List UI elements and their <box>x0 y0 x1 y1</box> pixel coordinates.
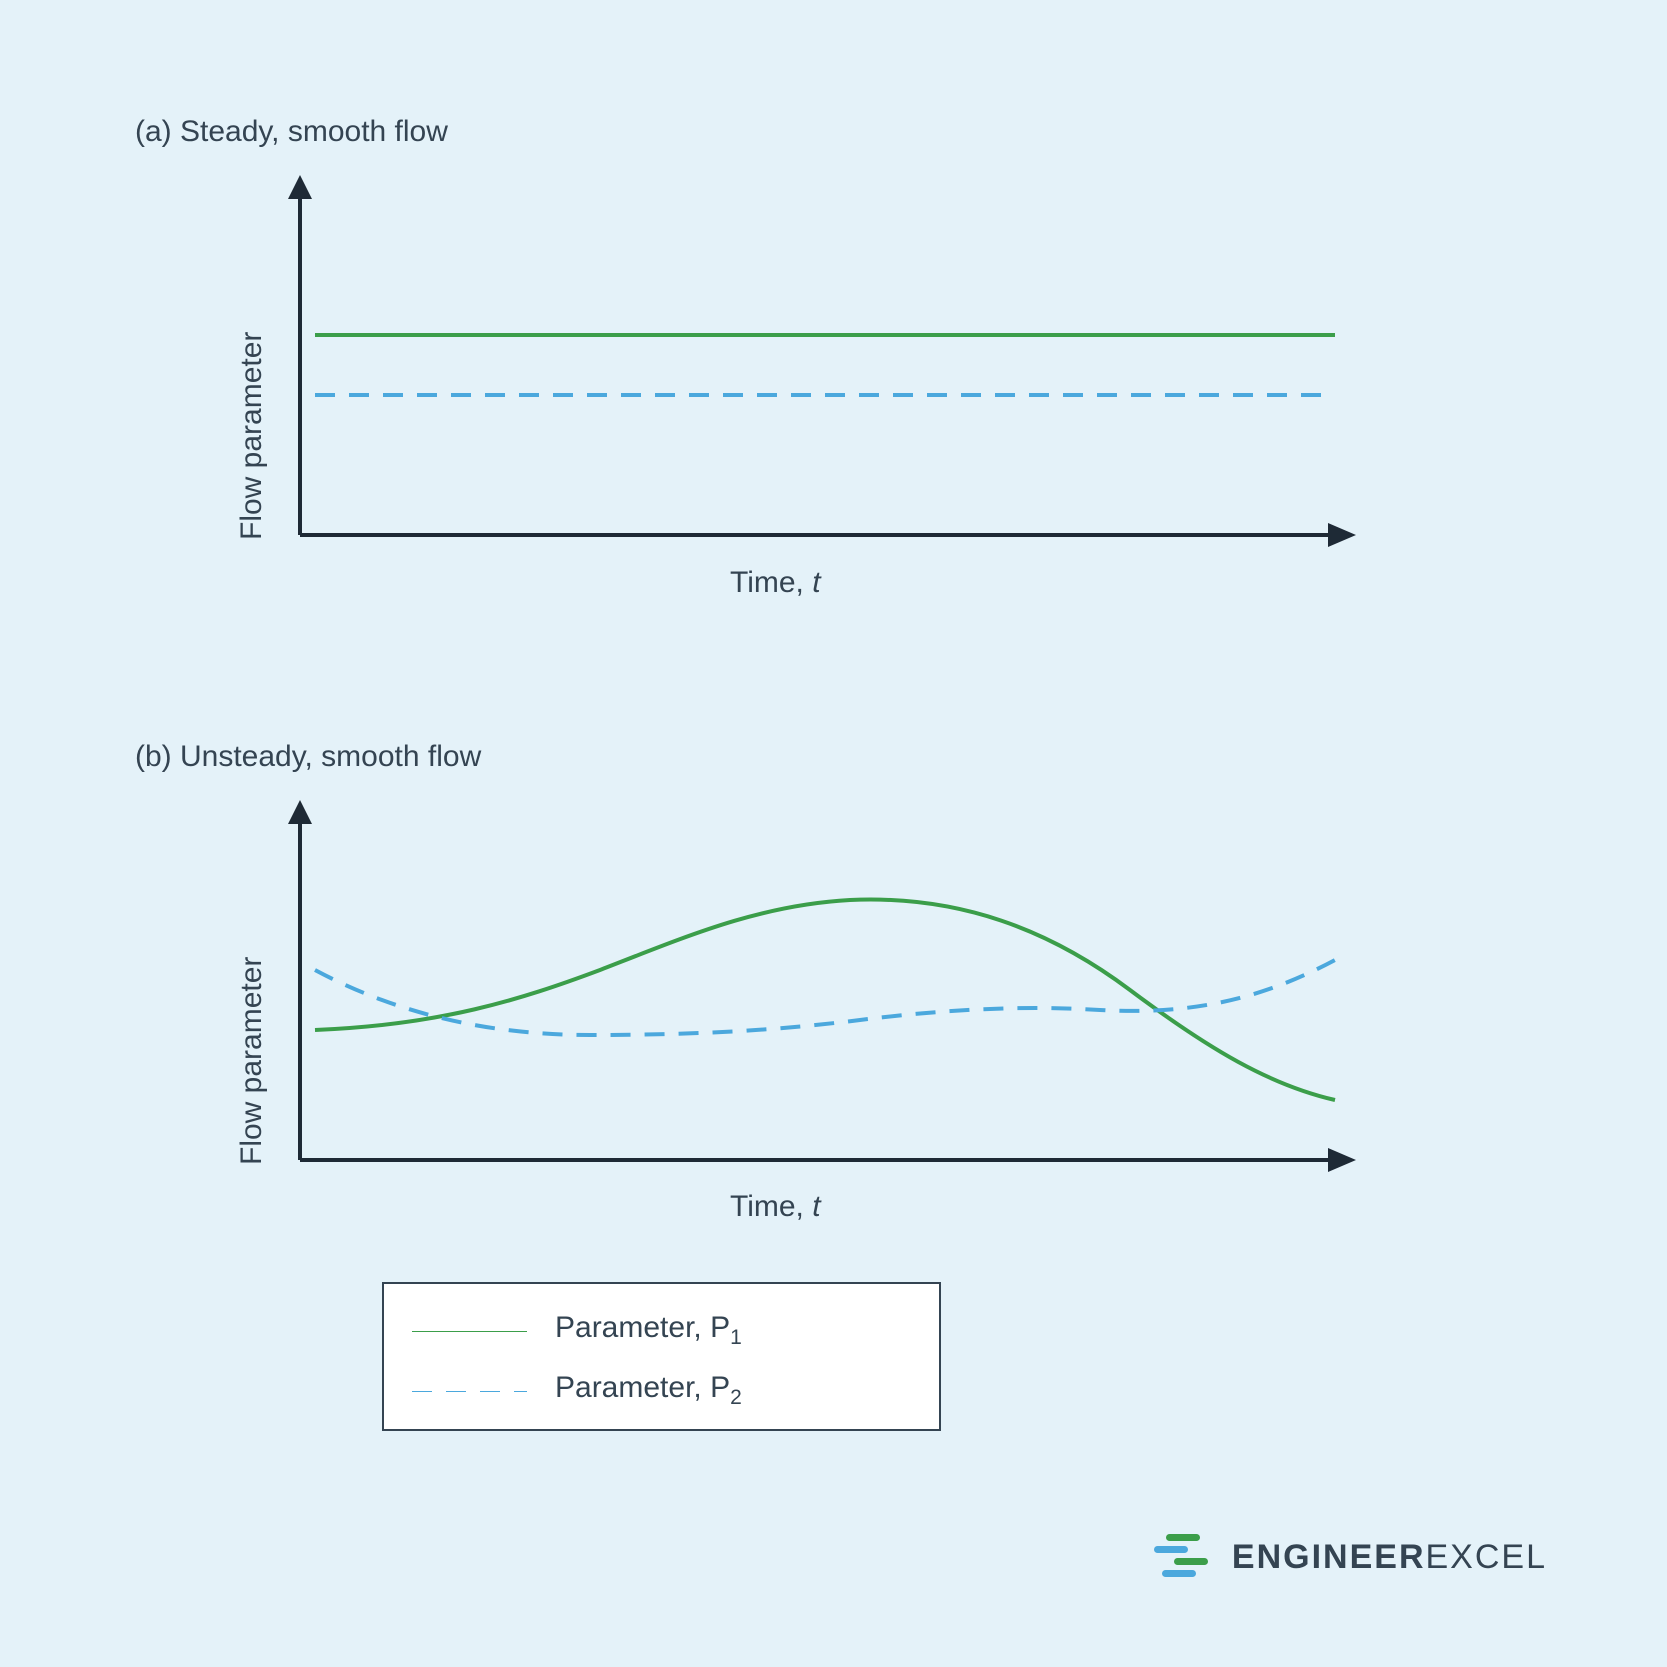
legend-label-p2: Parameter, P2 <box>555 1371 742 1410</box>
legend-label-p1: Parameter, P1 <box>555 1311 742 1350</box>
chart-a-title: (a) Steady, smooth flow <box>135 115 448 149</box>
chart-b-xlabel-var: t <box>812 1190 820 1223</box>
chart-a-xlabel-prefix: Time, <box>730 566 812 599</box>
chart-a-svg <box>260 175 1360 575</box>
legend-item-p1: Parameter, P1 <box>412 1310 742 1350</box>
logo-text: ENGINEEREXCEL <box>1232 1538 1547 1577</box>
logo: ENGINEEREXCEL <box>1148 1532 1547 1582</box>
chart-b-xlabel: Time, t <box>730 1190 821 1224</box>
legend-swatch-p1 <box>412 1329 527 1332</box>
chart-a-x-arrow <box>1328 523 1356 547</box>
chart-b-y-arrow <box>288 800 312 824</box>
chart-b-title: (b) Unsteady, smooth flow <box>135 740 481 774</box>
chart-b-x-arrow <box>1328 1148 1356 1172</box>
legend-swatch-p2 <box>412 1389 527 1392</box>
logo-icon <box>1148 1532 1218 1582</box>
chart-b-svg <box>260 800 1360 1200</box>
legend-item-p2: Parameter, P2 <box>412 1370 742 1410</box>
chart-a-ylabel: Flow parameter <box>235 332 269 540</box>
chart-b-xlabel-prefix: Time, <box>730 1190 812 1223</box>
chart-b-series-p1 <box>315 900 1335 1100</box>
chart-a-xlabel-var: t <box>812 566 820 599</box>
chart-a-xlabel: Time, t <box>730 566 821 600</box>
chart-a-y-arrow <box>288 175 312 199</box>
page: (a) Steady, smooth flow Flow parameter T… <box>0 0 1667 1667</box>
chart-b-series-p2 <box>315 960 1335 1035</box>
chart-b-ylabel: Flow parameter <box>235 957 269 1165</box>
